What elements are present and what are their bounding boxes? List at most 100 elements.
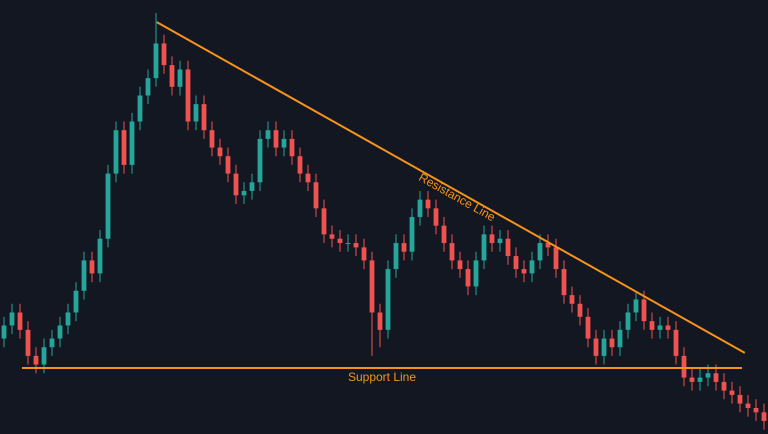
candle-body — [465, 269, 471, 287]
candle-body — [617, 329, 623, 348]
candle-body — [537, 243, 543, 261]
candle-body — [33, 355, 39, 365]
candle-body — [529, 260, 535, 274]
candle-body — [345, 243, 351, 245]
candle-body — [225, 156, 231, 174]
candle-body — [481, 234, 487, 261]
candle-body — [577, 303, 583, 317]
candle-body — [497, 238, 503, 244]
candle-body — [633, 299, 639, 313]
candle-body — [65, 312, 71, 326]
candle-body — [17, 312, 23, 330]
candle-body — [321, 208, 327, 235]
candle-body — [449, 243, 455, 261]
candle-body — [241, 190, 247, 196]
candle-body — [105, 173, 111, 239]
candle-body — [489, 234, 495, 244]
candle-body — [369, 260, 375, 313]
candle-body — [585, 316, 591, 339]
candle-body — [401, 243, 407, 252]
candle-body — [473, 260, 479, 287]
candle-body — [49, 338, 55, 348]
candle-body — [217, 147, 223, 157]
candle-body — [129, 121, 135, 165]
candle-body — [553, 247, 559, 270]
candle-body — [513, 256, 519, 270]
candle-body — [673, 329, 679, 356]
candle-body — [641, 299, 647, 322]
candle-body — [361, 247, 367, 261]
candle-body — [97, 238, 103, 274]
candle-body — [593, 338, 599, 356]
candle-body — [609, 338, 615, 348]
candle-body — [441, 225, 447, 244]
candle-body — [265, 130, 271, 139]
candle-body — [73, 290, 79, 313]
candle-body — [393, 243, 399, 270]
trend-line — [156, 21, 746, 354]
candle-body — [1, 325, 7, 339]
candle-body — [201, 104, 207, 131]
candle-body — [457, 260, 463, 270]
candle-body — [601, 338, 607, 356]
candle-body — [177, 69, 183, 87]
candle-body — [737, 394, 743, 404]
candle-body — [249, 182, 255, 191]
candle-body — [233, 173, 239, 196]
candle-body — [417, 199, 423, 217]
candle-body — [209, 130, 215, 148]
candle-body — [705, 373, 711, 378]
candle-body — [729, 390, 735, 395]
candle-body — [433, 208, 439, 226]
candle-body — [337, 238, 343, 244]
candle-body — [81, 260, 87, 291]
candle-body — [121, 130, 127, 165]
candle-body — [569, 295, 575, 304]
candle-body — [561, 269, 567, 296]
candle-body — [409, 217, 415, 252]
candle-body — [657, 325, 663, 330]
candle-body — [305, 173, 311, 183]
candle-body — [545, 243, 551, 248]
candle-body — [137, 95, 143, 122]
candle-body — [385, 269, 391, 330]
candle-body — [113, 130, 119, 174]
candle-body — [25, 329, 31, 356]
candle-body — [353, 243, 359, 248]
candle-body — [753, 407, 759, 413]
candle-body — [649, 321, 655, 330]
candle-body — [297, 156, 303, 174]
candle-body — [257, 138, 263, 183]
candle-body — [281, 138, 287, 148]
candle-body — [521, 269, 527, 274]
candle-body — [161, 43, 167, 66]
candle-body — [57, 325, 63, 339]
candle-body — [41, 347, 47, 365]
candle-body — [505, 238, 511, 257]
candle-body — [153, 43, 159, 79]
candle-body — [745, 403, 751, 408]
candle-body — [89, 260, 95, 274]
candle-body — [145, 78, 151, 96]
candle-body — [689, 377, 695, 382]
candle-body — [273, 130, 279, 148]
candle-body — [721, 381, 727, 391]
candle-body — [713, 373, 719, 382]
candle-body — [193, 104, 199, 122]
candle-body — [625, 312, 631, 330]
candle-body — [313, 182, 319, 209]
candle-body — [425, 199, 431, 209]
candle-body — [9, 312, 15, 326]
candle-body — [761, 412, 767, 421]
candle-body — [185, 69, 191, 122]
candle-body — [169, 65, 175, 87]
candle-body — [377, 312, 383, 330]
trend-line-label: Support Line — [348, 370, 416, 384]
candle-body — [329, 234, 335, 239]
candle-body — [665, 325, 671, 330]
candle-body — [289, 138, 295, 157]
candle-body — [697, 377, 703, 382]
